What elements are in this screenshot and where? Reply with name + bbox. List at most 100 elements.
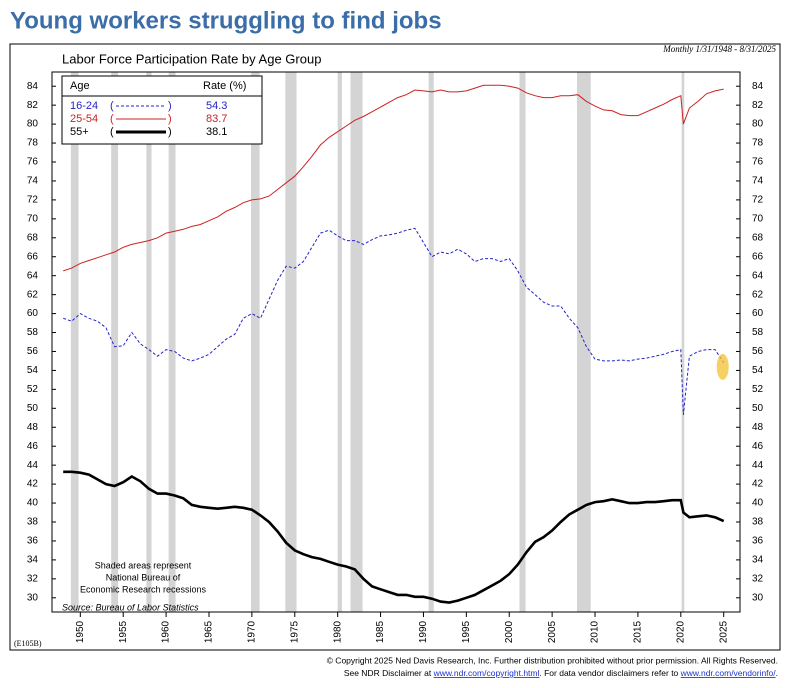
chart-title: Labor Force Participation Rate by Age Gr…: [62, 51, 321, 66]
y-tick-label: 82: [752, 100, 764, 111]
y-tick-label: 42: [752, 479, 764, 490]
y-tick-label: 38: [752, 517, 764, 528]
y-tick-label: 30: [752, 592, 764, 603]
y-tick-label: 62: [752, 289, 764, 300]
y-tick-label: 66: [752, 251, 764, 262]
y-tick-label: 50: [27, 403, 39, 414]
x-tick-label: 2000: [504, 620, 515, 643]
y-tick-label: 38: [27, 517, 39, 528]
y-tick-label: 80: [27, 119, 39, 130]
y-tick-label: 46: [27, 441, 39, 452]
x-tick-label: 1990: [418, 620, 429, 643]
x-tick-label: 1950: [75, 620, 86, 643]
y-tick-label: 56: [752, 346, 764, 357]
code: (E105B): [14, 639, 42, 648]
x-tick-label: 2010: [590, 620, 601, 643]
y-tick-label: 70: [752, 213, 764, 224]
y-tick-label: 66: [27, 251, 39, 262]
y-tick-label: 42: [27, 479, 39, 490]
y-tick-label: 72: [27, 195, 39, 206]
y-tick-label: 48: [752, 422, 764, 433]
y-tick-label: 36: [752, 536, 764, 547]
footer-text: See NDR Disclaimer at: [344, 668, 434, 678]
x-tick-label: 1970: [247, 620, 258, 643]
recession-band: [519, 72, 526, 612]
x-tick-label: 2020: [675, 620, 686, 643]
note: National Bureau of: [106, 572, 181, 582]
headline: Young workers struggling to find jobs: [10, 7, 442, 34]
recession-band: [70, 72, 79, 612]
x-tick-label: 2005: [547, 620, 558, 643]
footer: See NDR Disclaimer at www.ndr.com/copyri…: [344, 668, 778, 678]
series-line: [63, 84, 724, 272]
footer: © Copyright 2025 Ned Davis Research, Inc…: [327, 655, 778, 665]
y-tick-label: 64: [27, 270, 39, 281]
series-line: [63, 227, 725, 415]
y-tick-label: 36: [27, 536, 39, 547]
recession-band: [350, 72, 363, 612]
y-tick-label: 62: [27, 289, 39, 300]
x-tick-label: 1985: [375, 620, 386, 643]
y-tick-label: 34: [752, 555, 764, 566]
y-tick-label: 54: [27, 365, 39, 376]
x-tick-label: 2015: [633, 620, 644, 643]
x-tick-label: 1960: [161, 620, 172, 643]
y-tick-label: 40: [752, 498, 764, 509]
legend-paren: ): [168, 100, 172, 112]
source: Source: Bureau of Labor Statistics: [62, 602, 199, 612]
legend-paren: ): [168, 113, 172, 125]
y-tick-label: 60: [752, 308, 764, 319]
x-tick-label: 1965: [204, 620, 215, 643]
footer-text: . For data vendor disclaimers refer to: [539, 668, 680, 678]
y-tick-label: 84: [27, 81, 39, 92]
recession-band: [428, 72, 434, 612]
footer-link[interactable]: www.ndr.com/copyright.html: [433, 668, 540, 678]
y-tick-label: 30: [27, 592, 39, 603]
y-tick-label: 70: [27, 213, 39, 224]
y-tick-label: 48: [27, 422, 39, 433]
y-tick-label: 80: [752, 119, 764, 130]
legend-header: Rate (%): [203, 80, 246, 92]
y-tick-label: 58: [27, 327, 39, 338]
y-tick-label: 32: [27, 573, 39, 584]
subtitle: Monthly 1/31/1948 - 8/31/2025: [662, 44, 776, 54]
legend-label: 55+: [70, 126, 89, 138]
legend-header: Age: [70, 80, 90, 92]
x-tick-label: 1980: [332, 620, 343, 643]
recession-band: [111, 72, 119, 612]
recession-band: [285, 72, 297, 612]
series-line: [63, 470, 725, 604]
y-tick-label: 44: [752, 460, 764, 471]
y-tick-label: 52: [27, 384, 39, 395]
legend-paren: (: [110, 113, 114, 125]
note: Economic Research recessions: [80, 584, 207, 594]
y-tick-label: 40: [27, 498, 39, 509]
legend-value: 83.7: [206, 113, 227, 125]
note: Shaded areas represent: [95, 560, 192, 570]
recession-band: [681, 72, 685, 612]
y-tick-label: 64: [752, 270, 764, 281]
plot-frame: [51, 71, 741, 613]
y-tick-label: 44: [27, 460, 39, 471]
y-tick-label: 72: [752, 195, 764, 206]
outer-frame: [9, 43, 781, 651]
legend-paren: (: [110, 100, 114, 112]
x-tick-label: 1955: [118, 620, 129, 643]
legend-value: 54.3: [206, 100, 227, 112]
recession-band: [337, 72, 342, 612]
y-tick-label: 76: [752, 157, 764, 168]
highlight: [716, 353, 729, 380]
y-tick-label: 56: [27, 346, 39, 357]
x-tick-label: 1975: [289, 620, 300, 643]
footer-link[interactable]: www.ndr.com/vendorinfo/: [680, 668, 777, 678]
y-tick-label: 54: [752, 365, 764, 376]
legend-paren: ): [168, 126, 172, 138]
y-tick-label: 74: [27, 176, 39, 187]
y-tick-label: 52: [752, 384, 764, 395]
y-tick-label: 82: [27, 100, 39, 111]
legend-label: 16-24: [70, 100, 98, 112]
y-tick-label: 78: [27, 138, 39, 149]
y-tick-label: 84: [752, 81, 764, 92]
y-tick-label: 46: [752, 441, 764, 452]
